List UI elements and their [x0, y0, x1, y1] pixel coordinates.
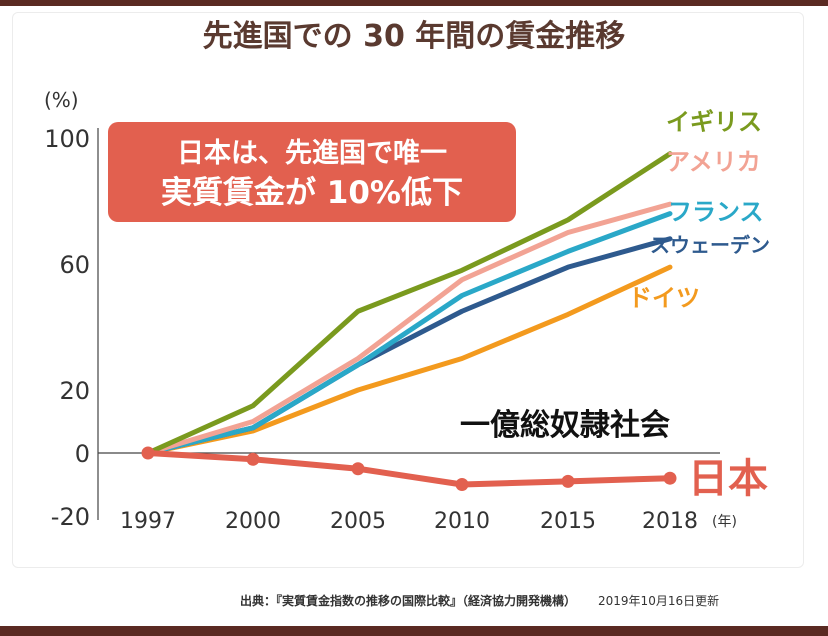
japan-point — [663, 471, 677, 485]
series-label-スウェーデン: スウェーデン — [650, 233, 770, 257]
japan-point — [246, 452, 260, 466]
overlay-text: 一億総奴隷社会 — [460, 408, 670, 443]
series-label-ドイツ: ドイツ — [628, 284, 700, 312]
x-tick-label: 2005 — [330, 509, 386, 534]
callout-line-2: 実質賃金が 10%低下 — [161, 175, 463, 211]
source-citation: 出典：『実質賃金指数の推移の国際比較』（経済協力開発機構） — [240, 594, 577, 608]
series-line-ドイツ — [145, 264, 673, 456]
top-frame-bar — [0, 0, 828, 6]
series-label-アメリカ: アメリカ — [666, 148, 761, 176]
callout-line-1: 日本は、先進国で唯一 — [177, 138, 447, 169]
series-line-フランス — [145, 211, 673, 456]
x-tick-label: 2015 — [540, 509, 596, 534]
japan-point — [455, 478, 469, 491]
callout-box: 日本は、先進国で唯一 実質賃金が 10%低下 — [108, 122, 516, 222]
update-date: 2019年10月16日更新 — [598, 594, 720, 608]
x-tick-label: 2010 — [434, 509, 490, 534]
source-footer: 出典：『実質賃金指数の推移の国際比較』（経済協力開発機構） 2019年10月16日… — [240, 592, 820, 609]
x-tick-label: 2018 — [642, 509, 698, 534]
series-label-日本: 日本 — [688, 456, 768, 502]
series-lines — [141, 151, 677, 491]
axes: (%) 100 60 20 0 -20 1997 2000 2005 2010 2015 2018 (年… — [44, 88, 737, 534]
x-tick-label: 1997 — [120, 509, 176, 534]
series-label-イギリス: イギリス — [666, 108, 762, 136]
series-line-アメリカ — [145, 201, 673, 456]
japan-point — [351, 462, 365, 476]
y-tick-label: 20 — [59, 377, 90, 405]
y-tick-label: -20 — [51, 503, 90, 531]
x-unit-label: (年) — [712, 514, 737, 530]
y-tick-label: 0 — [75, 440, 90, 468]
chart-title: 先進国での 30 年間の賃金推移 — [203, 19, 626, 54]
series-line-イギリス — [145, 151, 673, 456]
japan-point — [141, 446, 155, 460]
bottom-frame-bar — [0, 626, 828, 636]
y-tick-label: 100 — [44, 125, 90, 153]
x-tick-label: 2000 — [225, 509, 281, 534]
series-label-フランス: フランス — [668, 198, 764, 226]
series-line-日本 — [145, 450, 673, 488]
japan-point — [561, 474, 575, 488]
y-tick-label: 60 — [59, 251, 90, 279]
y-unit-label: (%) — [44, 88, 79, 112]
